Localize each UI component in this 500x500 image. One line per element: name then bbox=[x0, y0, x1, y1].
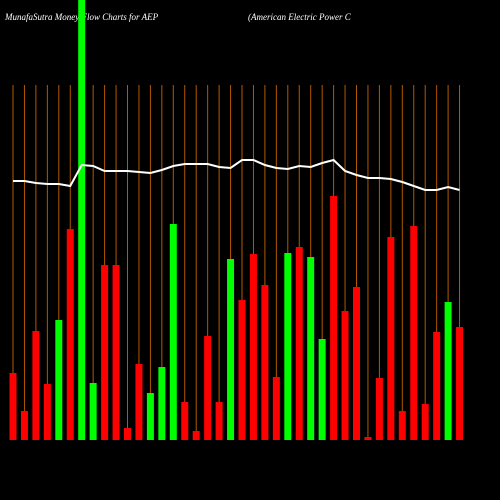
bar bbox=[89, 383, 97, 440]
bar bbox=[20, 411, 28, 440]
bar bbox=[9, 373, 17, 440]
bar bbox=[169, 224, 177, 440]
chart-subtitle: (American Electric Power C bbox=[248, 12, 352, 22]
flow-line bbox=[13, 158, 460, 191]
bar bbox=[158, 367, 166, 440]
bar bbox=[398, 411, 406, 440]
bar bbox=[341, 311, 349, 440]
bar bbox=[146, 393, 154, 440]
bar bbox=[181, 402, 189, 440]
bar bbox=[444, 302, 452, 440]
bar bbox=[192, 431, 200, 440]
bar bbox=[215, 402, 223, 440]
bar bbox=[318, 339, 326, 440]
bar bbox=[204, 336, 212, 440]
bar bbox=[78, 0, 86, 440]
bar bbox=[375, 378, 383, 440]
bar bbox=[101, 265, 109, 440]
bar bbox=[295, 247, 303, 440]
bar bbox=[433, 332, 441, 440]
bar bbox=[330, 196, 338, 440]
bar bbox=[272, 377, 280, 440]
bar bbox=[261, 285, 269, 440]
bar bbox=[135, 364, 143, 440]
bar bbox=[227, 259, 235, 440]
bar bbox=[353, 287, 360, 440]
bar bbox=[284, 253, 292, 440]
bar bbox=[421, 404, 429, 440]
bar bbox=[307, 257, 315, 440]
bar bbox=[55, 320, 63, 440]
bar bbox=[66, 229, 74, 440]
bar bbox=[249, 254, 257, 440]
bar bbox=[364, 437, 372, 440]
bar bbox=[124, 428, 131, 440]
bar bbox=[238, 300, 246, 440]
bar bbox=[43, 384, 51, 440]
bar bbox=[387, 237, 395, 440]
bar bbox=[456, 327, 464, 440]
bar bbox=[112, 265, 120, 440]
bar bbox=[32, 331, 40, 440]
bar bbox=[410, 226, 418, 440]
